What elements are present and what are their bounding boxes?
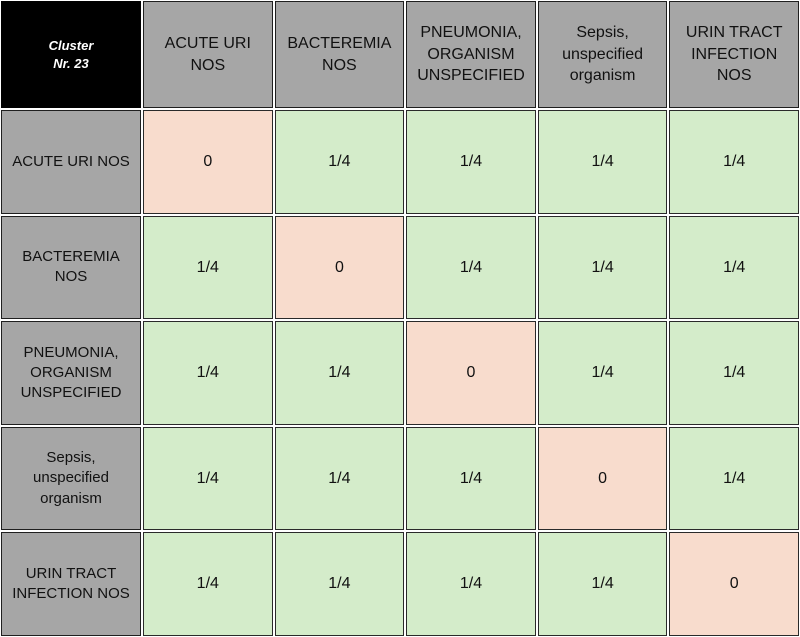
matrix-cell: 0 [143,110,273,214]
matrix-cell: 1/4 [274,321,405,425]
matrix-cell: 1/4 [406,110,536,214]
matrix-cell: 1/4 [669,321,799,425]
matrix-cell: 1/4 [274,110,405,214]
matrix-cell: 1/4 [537,532,668,636]
row-header: URIN TRACT INFECTION NOS [1,532,141,636]
matrix-cell: 0 [274,215,405,320]
matrix-cell: 1/4 [406,215,536,320]
cluster-label-line1: Cluster [48,37,94,53]
matrix-cell: 1/4 [669,426,799,531]
matrix-cell: 1/4 [406,532,536,636]
matrix-cell: 1/4 [274,532,405,636]
matrix-cell: 0 [537,426,668,531]
column-header: PNEUMONIA, ORGANISM UNSPECIFIED [406,1,536,108]
row-header: Sepsis, unspecified organism [1,426,141,531]
matrix-cell: 1/4 [537,321,668,425]
matrix-cell: 1/4 [537,110,668,214]
matrix-cell: 1/4 [669,110,799,214]
matrix-cell: 0 [669,532,799,636]
matrix-cell: 1/4 [537,215,668,320]
column-header: Sepsis, unspecified organism [537,1,668,108]
cluster-label: Cluster Nr. 23 [1,1,141,108]
cluster-label-line2: Nr. 23 [53,55,89,71]
matrix-cell: 1/4 [143,532,273,636]
row-header: PNEUMONIA, ORGANISM UNSPECIFIED [1,321,141,425]
row-header: BACTEREMIA NOS [1,215,141,320]
matrix-cell: 1/4 [406,426,536,531]
matrix-cell: 1/4 [143,215,273,320]
column-header: ACUTE URI NOS [143,1,273,108]
column-header: BACTEREMIA NOS [274,1,405,108]
matrix-cell: 1/4 [143,321,273,425]
matrix-cell: 1/4 [143,426,273,531]
matrix-cell: 1/4 [274,426,405,531]
matrix-cell: 0 [406,321,536,425]
row-header: ACUTE URI NOS [1,110,141,214]
matrix-cell: 1/4 [669,215,799,320]
column-header: URIN TRACT INFECTION NOS [669,1,799,108]
